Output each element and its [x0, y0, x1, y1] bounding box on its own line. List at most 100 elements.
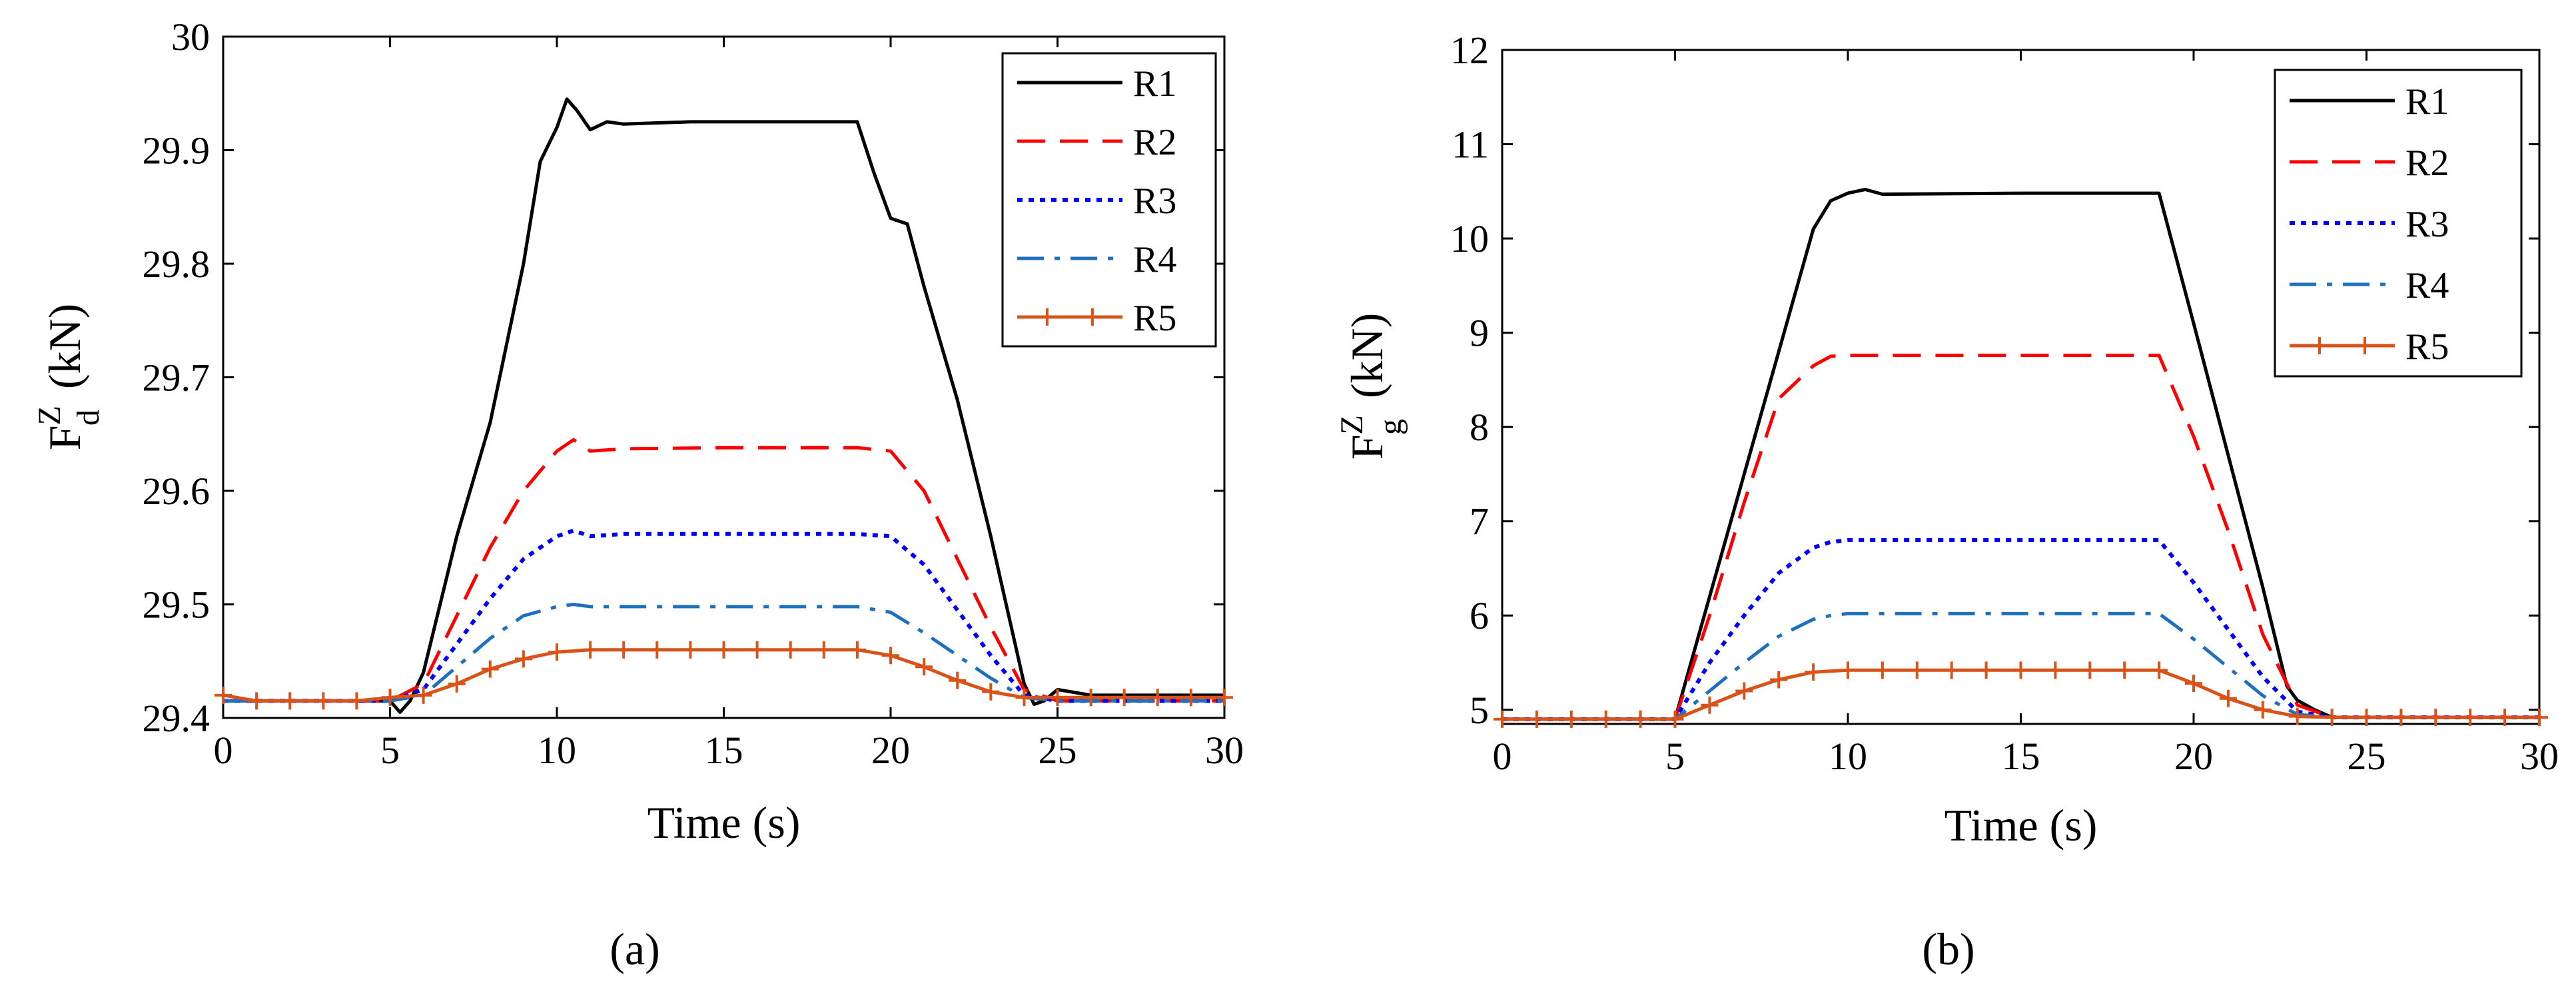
y-tick-label: 29.9 [143, 129, 211, 172]
y-tick-label: 6 [1470, 594, 1489, 637]
x-tick-label: 0 [1493, 735, 1512, 778]
series-marker-r5 [1597, 710, 1615, 728]
series-marker-r5 [414, 686, 432, 704]
caption-a: (a) [610, 924, 659, 974]
x-tick-label: 25 [1039, 729, 1077, 772]
series-line-r4 [1502, 611, 2539, 721]
legend-label-r4: R4 [1133, 239, 1176, 280]
series-marker-r5 [514, 650, 532, 668]
series-marker-r5 [2219, 689, 2237, 707]
x-tick-label: 20 [2174, 735, 2213, 778]
series-marker-r5 [882, 647, 899, 665]
series-marker-r5 [248, 692, 266, 710]
y-axis-label: FZ d (kN) [32, 304, 106, 451]
series-marker-r5 [1735, 682, 1753, 700]
series-marker-r5 [2358, 709, 2375, 727]
series-marker-r5 [1977, 661, 1995, 679]
y-tick-label: 29.8 [143, 242, 211, 286]
series-marker-r5 [715, 641, 733, 659]
legend-marker-r5 [1039, 308, 1056, 326]
series-marker-r5 [548, 643, 566, 661]
series-marker-r5 [2461, 709, 2479, 727]
y-axis-label-unit: (kN) [39, 304, 90, 400]
legend-label-r3: R3 [2405, 204, 2449, 245]
series-marker-r5 [1082, 689, 1100, 707]
series-line-r1 [223, 97, 1224, 714]
x-tick-label: 30 [1205, 729, 1244, 772]
legend-label-r1: R1 [1133, 63, 1176, 105]
series-marker-r5 [2081, 661, 2099, 679]
x-tick-label: 10 [1829, 735, 1867, 778]
series-marker-r5 [1182, 689, 1200, 707]
legend-marker-r5 [2311, 337, 2328, 354]
series-marker-r5 [1942, 661, 1960, 679]
x-tick-label: 15 [2002, 735, 2040, 778]
series-marker-r5 [1049, 689, 1067, 707]
y-axis-label-sub: d [71, 410, 106, 426]
legend-label-r5: R5 [2405, 326, 2449, 368]
x-tick-label: 10 [538, 729, 576, 772]
series-marker-r5 [348, 692, 366, 710]
x-tick-label: 5 [380, 729, 400, 772]
series-marker-r5 [1839, 661, 1857, 679]
legend-label-r2: R2 [1133, 122, 1176, 163]
series-marker-r5 [748, 641, 766, 659]
series-line-r2 [1502, 354, 2539, 721]
series-line-r1 [1502, 188, 2539, 721]
y-axis-label-sub: g [1373, 419, 1408, 435]
y-tick-label: 29.5 [143, 583, 211, 627]
series-marker-r5 [2116, 661, 2134, 679]
series-marker-r5 [2254, 701, 2272, 719]
series-line-r4 [223, 603, 1224, 703]
x-axis-label: Time (s) [647, 797, 801, 848]
y-tick-label: 7 [1470, 500, 1489, 543]
y-tick-label: 12 [1450, 29, 1489, 72]
series-marker-r5 [281, 692, 299, 710]
x-tick-label: 5 [1665, 735, 1685, 778]
series-marker-r5 [1631, 710, 1649, 728]
series-marker-r5 [1701, 696, 1719, 714]
y-tick-label: 29.4 [143, 697, 211, 740]
series-marker-r5 [1216, 689, 1233, 707]
series-marker-r5 [949, 671, 967, 689]
series-marker-r5 [615, 641, 633, 659]
x-tick-label: 25 [2348, 735, 2386, 778]
series-marker-r5 [848, 641, 866, 659]
y-axis-label-sup: Z [32, 406, 67, 425]
series-marker-r5 [2185, 675, 2202, 693]
series-marker-r5 [1527, 710, 1545, 728]
series-marker-r5 [1494, 710, 1511, 728]
y-axis-label: FZ g (kN) [1334, 313, 1408, 460]
series-marker-r5 [1562, 710, 1580, 728]
y-tick-label: 29.7 [143, 356, 211, 400]
y-tick-label: 5 [1470, 689, 1489, 732]
series-marker-r5 [781, 641, 799, 659]
series-marker-r5 [915, 658, 933, 676]
series-marker-r5 [2150, 661, 2168, 679]
y-axis-label-unit: (kN) [1342, 313, 1392, 410]
y-tick-label: 11 [1452, 123, 1489, 166]
series-marker-r5 [982, 683, 1000, 701]
series-marker-r5 [1115, 689, 1133, 707]
series-line-r2 [223, 438, 1224, 703]
x-tick-label: 20 [871, 729, 910, 772]
y-tick-label: 9 [1470, 312, 1489, 355]
legend-label-r3: R3 [1133, 180, 1176, 222]
y-tick-label: 30 [171, 15, 210, 59]
series-marker-r5 [2323, 709, 2341, 727]
legend-box [2274, 69, 2523, 378]
series-marker-r5 [2392, 709, 2410, 727]
y-axis-label-main: F [39, 425, 90, 450]
series-marker-r5 [2531, 709, 2548, 727]
y-tick-label: 10 [1450, 217, 1489, 260]
x-axis-label: Time (s) [1944, 800, 2098, 850]
legend-label-r2: R2 [2405, 143, 2449, 184]
series-line-r3 [223, 528, 1224, 703]
series-marker-r5 [582, 641, 600, 659]
series-marker-r5 [1148, 689, 1166, 707]
series-marker-r5 [2046, 661, 2064, 679]
y-axis-label-main: F [1342, 434, 1392, 460]
series-marker-r5 [1770, 671, 1788, 689]
